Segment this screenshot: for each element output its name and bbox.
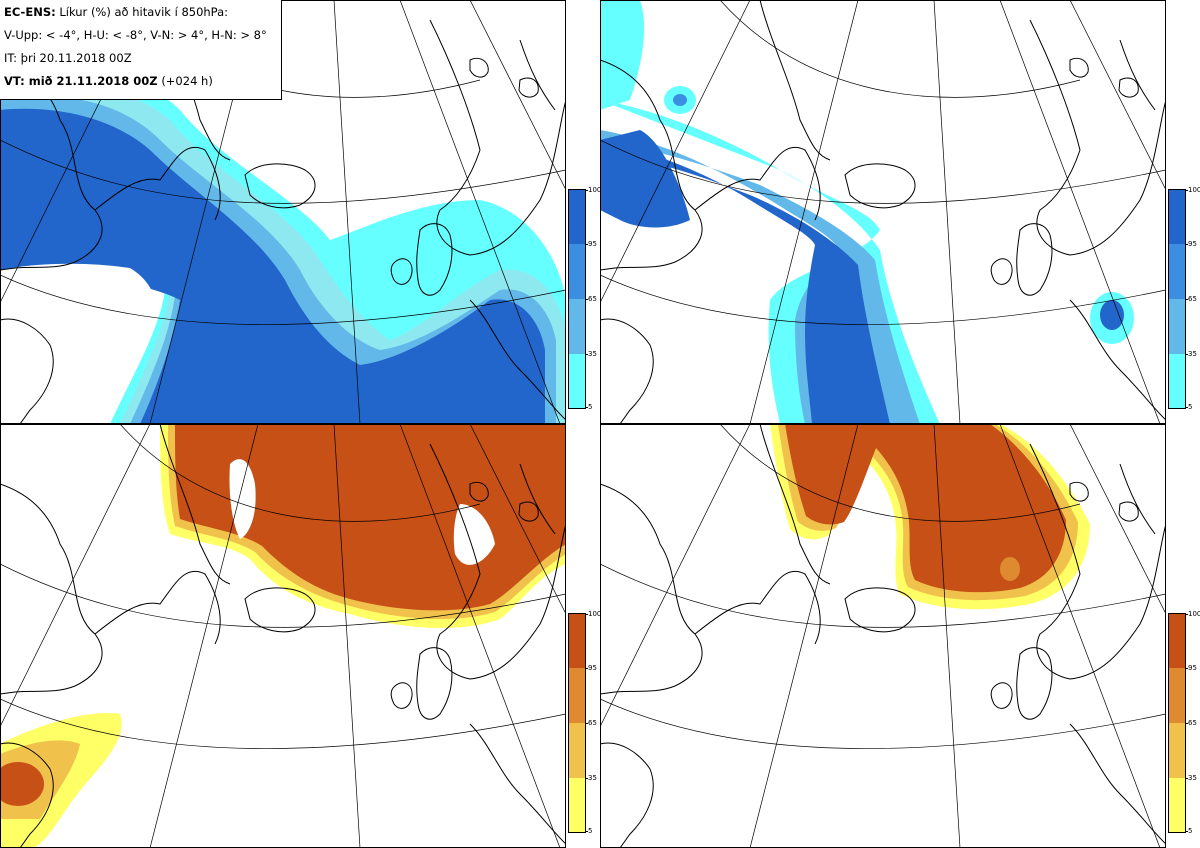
map-panel-v-upp: EC-ENS: Líkur (%) að hitavik í 850hPa: V… [0,0,566,424]
map-panel-v-n [0,424,566,848]
tick-label: 100 [1188,610,1200,618]
tick-label: 65 [588,719,597,727]
prob-area-95 [600,140,890,424]
tick-label: 100 [1188,186,1200,194]
tick-label: 95 [588,240,597,248]
tick-label: 100 [588,186,602,194]
map-h-n [600,424,1166,848]
colorbar-cold-right: 100 95 65 35 5 [1168,187,1200,411]
map-v-upp [0,0,566,424]
tick-label: 35 [1188,350,1197,358]
valid-time-label: VT: mið 21.11.2018 00Z [4,74,158,88]
tick-label: 5 [588,403,593,411]
init-time-label: IT: þri 20.11.2018 00Z [4,51,132,65]
prob-area-95 [0,108,545,424]
map-panel-h-u [600,0,1166,424]
prob-area-95-north [600,130,690,228]
tick-label: 35 [588,774,597,782]
tick-label: 35 [588,350,597,358]
colorbar-warm-right: 100 95 65 35 5 [1168,611,1200,835]
prob-area-95 [785,424,1066,593]
tick-label: 35 [1188,774,1197,782]
model-label: EC-ENS: [4,5,56,19]
tick-label: 65 [588,295,597,303]
tick-label: 95 [1188,664,1197,672]
lead-time-label: (+024 h) [161,74,213,88]
info-box: EC-ENS: Líkur (%) að hitavik í 850hPa: V… [0,0,282,100]
tick-label: 65 [1188,295,1197,303]
map-panel-h-n [600,424,1166,848]
title-label: Líkur (%) að hitavik í 850hPa: [59,5,229,19]
colorbar-warm-left: 100 95 65 35 5 [568,611,601,835]
tick-label: 5 [588,827,593,835]
map-v-n [0,424,566,848]
tick-label: 5 [1188,827,1193,835]
prob-area-south-blob-core [1100,300,1124,330]
tick-label: 100 [588,610,602,618]
map-h-u [600,0,1166,424]
colorbar-cold-left: 100 95 65 35 5 [568,187,601,411]
categories-label: V-Upp: < -4°, H-U: < -8°, V-N: > 4°, H-N… [4,28,267,42]
tick-label: 5 [1188,403,1193,411]
tick-label: 65 [1188,719,1197,727]
tick-label: 95 [1188,240,1197,248]
tick-label: 95 [588,664,597,672]
